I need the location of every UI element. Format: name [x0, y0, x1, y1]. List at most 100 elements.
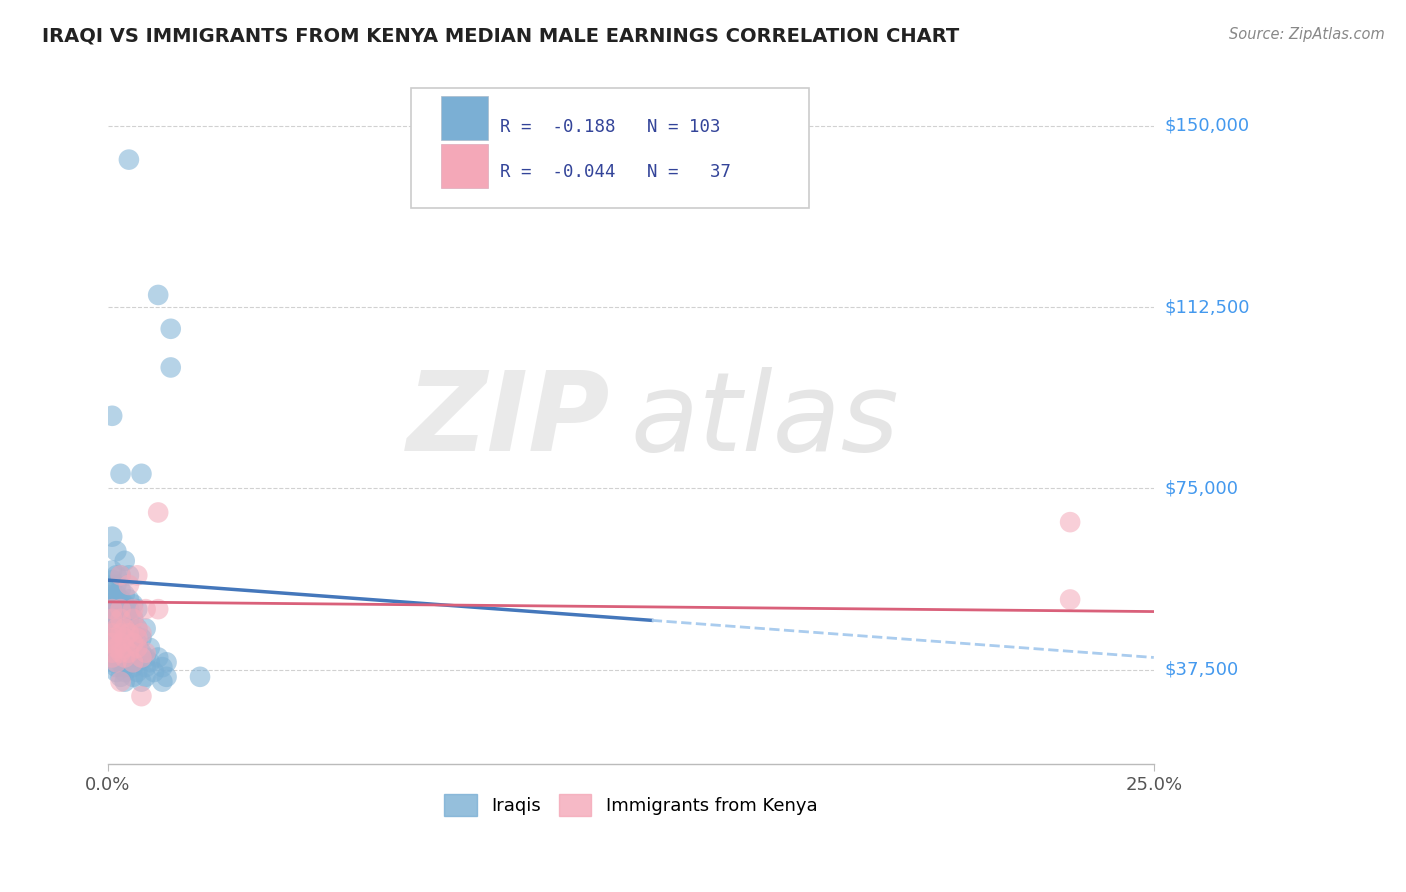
Point — [118, 636, 141, 650]
Point — [118, 153, 141, 167]
Point — [122, 626, 145, 640]
Point — [101, 607, 124, 621]
Point — [101, 612, 124, 626]
Point — [114, 650, 136, 665]
Point — [159, 360, 181, 375]
Point — [110, 656, 132, 670]
Point — [101, 602, 124, 616]
Point — [101, 588, 124, 602]
Point — [105, 588, 128, 602]
Point — [127, 640, 149, 655]
Point — [110, 592, 132, 607]
Point — [118, 612, 141, 626]
Point — [188, 670, 211, 684]
Point — [143, 665, 166, 679]
Point — [131, 689, 153, 703]
Point — [110, 670, 132, 684]
Point — [139, 656, 162, 670]
Point — [105, 616, 128, 631]
Point — [127, 622, 149, 636]
Point — [118, 646, 141, 660]
Point — [114, 554, 136, 568]
Point — [127, 636, 149, 650]
FancyBboxPatch shape — [412, 87, 808, 208]
Point — [131, 626, 153, 640]
Point — [105, 631, 128, 645]
Point — [118, 602, 141, 616]
Point — [105, 544, 128, 558]
Point — [101, 530, 124, 544]
Point — [131, 674, 153, 689]
Point — [101, 597, 124, 611]
Point — [110, 646, 132, 660]
Point — [114, 607, 136, 621]
Point — [122, 640, 145, 655]
Point — [110, 602, 132, 616]
Point — [105, 640, 128, 655]
Point — [110, 568, 132, 582]
Text: Source: ZipAtlas.com: Source: ZipAtlas.com — [1229, 27, 1385, 42]
Point — [114, 631, 136, 645]
Point — [127, 568, 149, 582]
Point — [127, 622, 149, 636]
Point — [110, 602, 132, 616]
Point — [118, 616, 141, 631]
Point — [114, 650, 136, 665]
Point — [159, 322, 181, 336]
Point — [101, 616, 124, 631]
Point — [101, 631, 124, 645]
Point — [110, 631, 132, 645]
Point — [101, 646, 124, 660]
Bar — [440, 144, 488, 188]
Point — [101, 602, 124, 616]
Point — [110, 612, 132, 626]
Point — [148, 650, 170, 665]
Point — [114, 674, 136, 689]
Point — [118, 656, 141, 670]
Point — [110, 616, 132, 631]
Text: $112,500: $112,500 — [1166, 298, 1250, 316]
Point — [114, 626, 136, 640]
Point — [127, 656, 149, 670]
Text: atlas: atlas — [631, 368, 900, 475]
Text: R =  -0.044   N =   37: R = -0.044 N = 37 — [501, 162, 731, 181]
Point — [101, 631, 124, 645]
Point — [105, 612, 128, 626]
Point — [148, 506, 170, 520]
Point — [114, 588, 136, 602]
Text: ZIP: ZIP — [406, 368, 610, 475]
Text: $150,000: $150,000 — [1166, 117, 1250, 135]
Point — [101, 409, 124, 423]
Point — [127, 631, 149, 645]
Point — [101, 650, 124, 665]
Point — [114, 622, 136, 636]
Point — [101, 612, 124, 626]
Point — [135, 670, 157, 684]
Point — [105, 607, 128, 621]
Point — [122, 636, 145, 650]
Point — [101, 650, 124, 665]
Point — [110, 646, 132, 660]
Point — [131, 650, 153, 665]
Point — [135, 646, 157, 660]
Point — [110, 612, 132, 626]
Point — [101, 573, 124, 587]
Point — [122, 597, 145, 611]
Point — [118, 578, 141, 592]
Point — [135, 660, 157, 674]
Point — [150, 660, 173, 674]
Point — [1059, 515, 1081, 529]
Point — [101, 592, 124, 607]
Point — [114, 660, 136, 674]
Point — [105, 592, 128, 607]
Point — [110, 467, 132, 481]
Point — [118, 626, 141, 640]
Point — [105, 622, 128, 636]
Point — [131, 646, 153, 660]
Point — [101, 626, 124, 640]
Bar — [440, 95, 488, 140]
Point — [101, 626, 124, 640]
Point — [101, 640, 124, 655]
Point — [105, 602, 128, 616]
Point — [122, 650, 145, 665]
